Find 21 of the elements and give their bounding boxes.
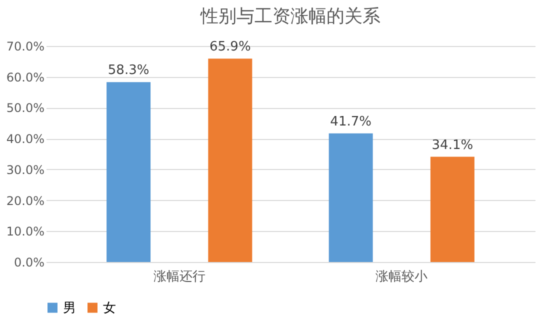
y-tick-label: 10.0% (6, 224, 44, 239)
data-label: 65.9% (210, 40, 251, 55)
data-label: 41.7% (330, 114, 372, 130)
y-tick-label: 0.0% (14, 256, 44, 270)
legend-label: 女 (103, 300, 116, 316)
y-tick-label: 50.0% (6, 101, 44, 116)
chart-title: 性别与工资涨幅的关系 (200, 6, 380, 27)
y-tick-label: 40.0% (6, 132, 44, 146)
bar (208, 58, 252, 262)
bar (106, 82, 151, 262)
x-tick-label: 涨幅还行 (153, 270, 206, 284)
x-tick-label: 涨幅较小 (376, 270, 428, 284)
y-tick-label: 70.0% (6, 40, 44, 54)
bar (430, 156, 474, 262)
data-label: 34.1% (432, 138, 474, 153)
y-tick-label: 60.0% (6, 70, 44, 84)
bar (328, 133, 373, 262)
y-tick-label: 30.0% (6, 162, 44, 177)
legend-label: 男 (63, 300, 76, 316)
data-label: 58.3% (108, 63, 150, 78)
y-tick-label: 20.0% (6, 194, 44, 208)
